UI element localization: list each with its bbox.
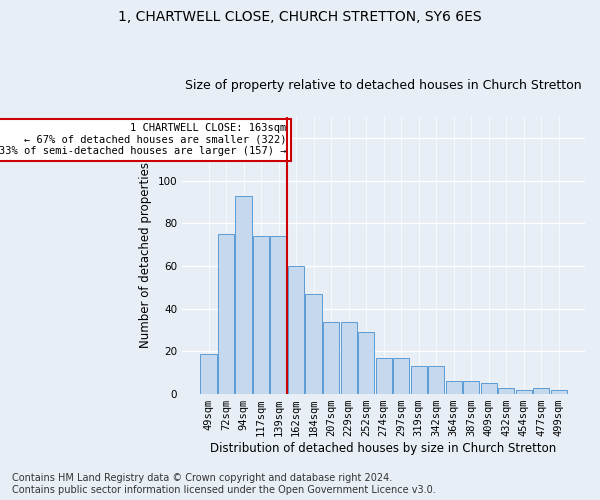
Bar: [446, 382, 461, 394]
Text: 1 CHARTWELL CLOSE: 163sqm
← 67% of detached houses are smaller (322)
33% of semi: 1 CHARTWELL CLOSE: 163sqm ← 67% of detac…: [0, 123, 286, 156]
Bar: [393, 358, 409, 394]
Bar: [533, 388, 549, 394]
Bar: [218, 234, 234, 394]
Bar: [305, 294, 322, 394]
Bar: [200, 354, 217, 394]
Bar: [481, 384, 497, 394]
Bar: [253, 236, 269, 394]
Bar: [271, 236, 287, 394]
Bar: [515, 390, 532, 394]
Bar: [551, 390, 566, 394]
Text: Contains HM Land Registry data © Crown copyright and database right 2024.
Contai: Contains HM Land Registry data © Crown c…: [12, 474, 436, 495]
Y-axis label: Number of detached properties: Number of detached properties: [139, 162, 152, 348]
Bar: [498, 388, 514, 394]
Bar: [428, 366, 444, 394]
Bar: [323, 322, 339, 394]
Bar: [358, 332, 374, 394]
Bar: [410, 366, 427, 394]
Bar: [463, 382, 479, 394]
Bar: [376, 358, 392, 394]
Bar: [288, 266, 304, 394]
Bar: [341, 322, 356, 394]
Bar: [235, 196, 251, 394]
X-axis label: Distribution of detached houses by size in Church Stretton: Distribution of detached houses by size …: [211, 442, 557, 455]
Title: Size of property relative to detached houses in Church Stretton: Size of property relative to detached ho…: [185, 79, 582, 92]
Text: 1, CHARTWELL CLOSE, CHURCH STRETTON, SY6 6ES: 1, CHARTWELL CLOSE, CHURCH STRETTON, SY6…: [118, 10, 482, 24]
